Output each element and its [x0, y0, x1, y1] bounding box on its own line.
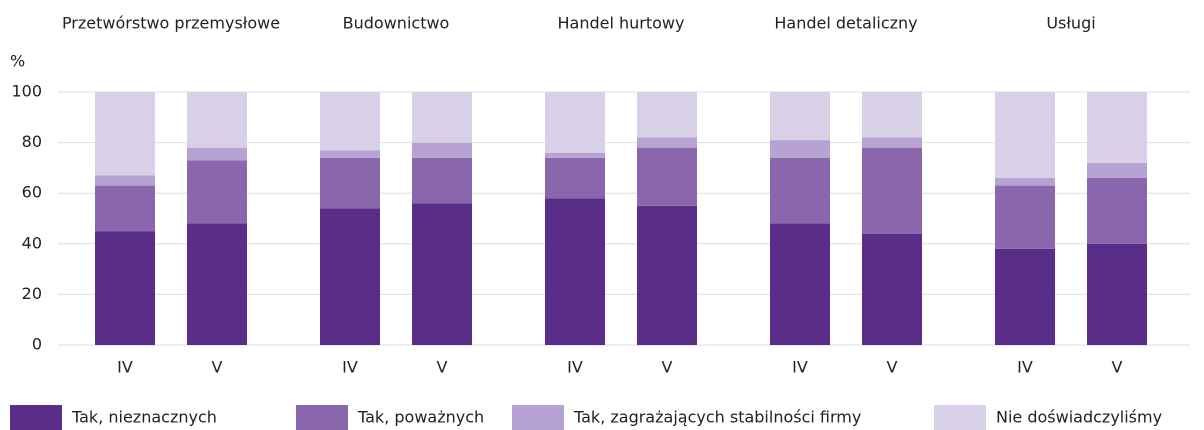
y-tick-label: 100 [11, 82, 42, 101]
bar-segment [187, 223, 247, 345]
group-label: Przetwórstwo przemysłowe [62, 14, 280, 33]
bar-segment [862, 92, 922, 138]
bar-segment [545, 152, 605, 158]
y-tick-label: 60 [22, 183, 42, 202]
x-tick-label: IV [1017, 358, 1033, 377]
legend-swatch [10, 405, 62, 430]
bar-segment [637, 137, 697, 148]
x-tick-label: V [887, 358, 898, 377]
legend-label: Tak, poważnych [357, 408, 484, 427]
bar-segment [95, 92, 155, 176]
legend-swatch [934, 405, 986, 430]
bar-segment [995, 178, 1055, 186]
bar-segment [95, 175, 155, 186]
bar-segment [320, 150, 380, 158]
bar-segment [187, 92, 247, 148]
bar-segment [187, 160, 247, 224]
x-tick-label: V [437, 358, 448, 377]
y-tick-label: 80 [22, 132, 42, 151]
bar-segment [95, 185, 155, 232]
bar-segment [320, 92, 380, 151]
x-tick-label: IV [792, 358, 808, 377]
bar-segment [545, 157, 605, 199]
group-label: Usługi [1046, 14, 1095, 33]
x-tick-label: IV [117, 358, 133, 377]
group-label: Handel detaliczny [774, 14, 917, 33]
bar-segment [637, 147, 697, 206]
bar-segment [412, 203, 472, 345]
y-tick-label: 0 [32, 335, 42, 354]
bar-segment [1087, 243, 1147, 345]
y-axis-label: % [10, 52, 25, 71]
bar-segment [862, 147, 922, 234]
bar-segment [1087, 162, 1147, 179]
group-label: Budownictwo [343, 14, 450, 33]
bar-segment [862, 233, 922, 345]
bar-segment [320, 157, 380, 209]
bar-segment [770, 223, 830, 345]
x-tick-label: IV [567, 358, 583, 377]
bar-segment [770, 140, 830, 158]
bar-segment [995, 92, 1055, 179]
bar-segment [1087, 178, 1147, 244]
legend-swatch [512, 405, 564, 430]
bar-segment [995, 185, 1055, 249]
y-tick-label: 20 [22, 284, 42, 303]
bar-segment [320, 208, 380, 345]
bar-segment [545, 92, 605, 153]
bar-segment [637, 205, 697, 345]
bar-segment [862, 137, 922, 148]
bar-segment [95, 231, 155, 345]
legend-label: Tak, zagrażających stabilności firmy [573, 408, 861, 427]
group-label: Handel hurtowy [558, 14, 685, 33]
bar-segment [1087, 92, 1147, 163]
legend-label: Tak, nieznacznych [71, 408, 217, 427]
bar-segment [187, 147, 247, 161]
bar-segment [545, 198, 605, 345]
x-tick-label: V [662, 358, 673, 377]
bar-segment [412, 157, 472, 204]
x-tick-label: V [1112, 358, 1123, 377]
bar-segment [637, 92, 697, 138]
x-tick-label: V [212, 358, 223, 377]
bar-segment [412, 92, 472, 143]
bar-segment [770, 92, 830, 141]
x-tick-label: IV [342, 358, 358, 377]
legend-swatch [296, 405, 348, 430]
bar-segment [770, 157, 830, 224]
y-tick-label: 40 [22, 233, 42, 252]
bar-segment [995, 248, 1055, 345]
legend-label: Nie doświadczyliśmy [996, 408, 1162, 427]
bar-segment [412, 142, 472, 158]
